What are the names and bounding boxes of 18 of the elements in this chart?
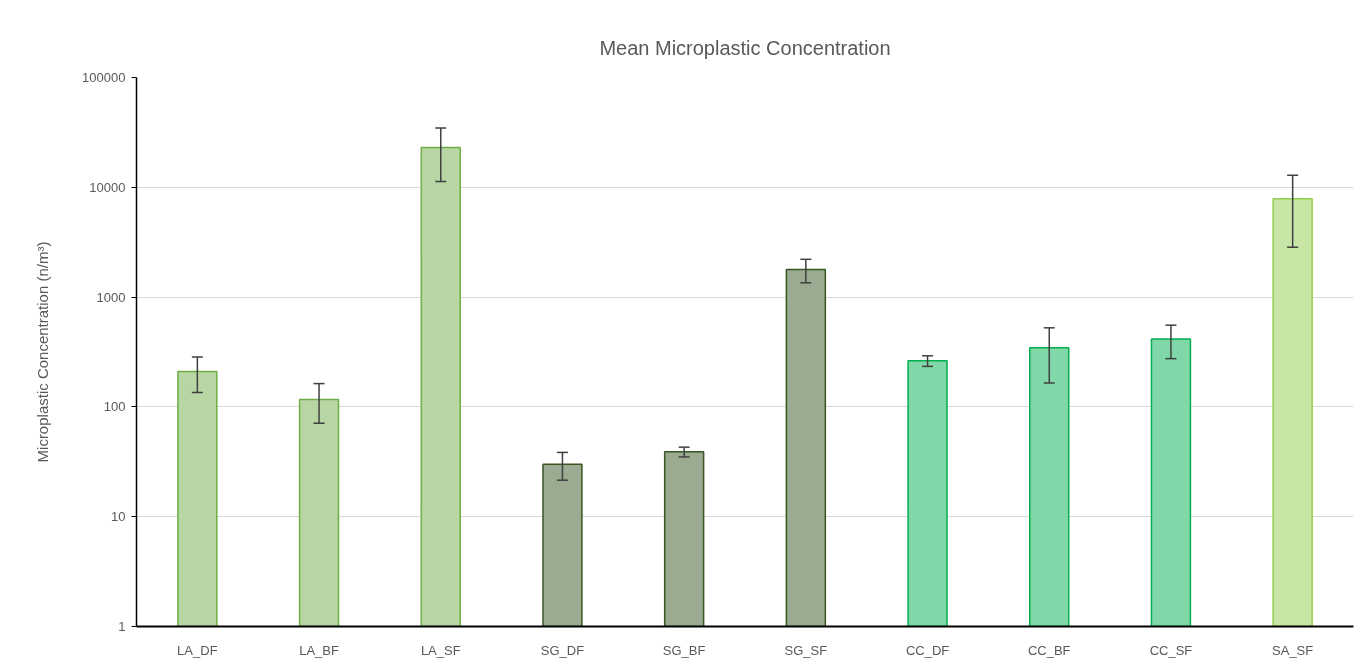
x-tick-label: SG_SF xyxy=(784,642,828,658)
chart-title: Mean Microplastic Concentration xyxy=(599,36,891,59)
x-tick-label: CC_SF xyxy=(1149,642,1193,658)
x-tick-label: SG_BF xyxy=(662,642,706,658)
x-tick-label: SA_SF xyxy=(1272,642,1314,658)
y-tick-label: 1000 xyxy=(96,289,126,305)
x-tick-label: SG_DF xyxy=(540,642,585,658)
y-tick-label: 100000 xyxy=(82,70,126,85)
y-tick-label: 100 xyxy=(103,399,126,415)
y-tick-label: 1 xyxy=(118,619,126,634)
x-tick-label: LA_BF xyxy=(299,642,339,658)
x-tick-label: LA_DF xyxy=(177,642,218,658)
y-tick-label: 10000 xyxy=(89,179,126,195)
x-tick-label: LA_SF xyxy=(420,642,461,658)
y-tick-label: 10 xyxy=(111,509,126,525)
x-tick-label: CC_DF xyxy=(905,642,950,658)
x-tick-label: CC_BF xyxy=(1027,642,1071,658)
y-axis-title: Microplastic Concentration (n/m³) xyxy=(34,241,52,463)
